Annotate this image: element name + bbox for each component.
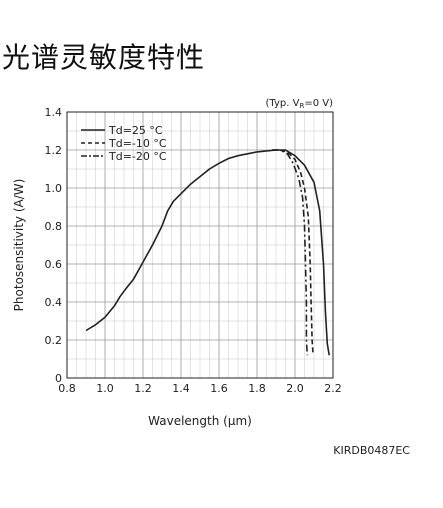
x-tick-label: 1.4 (172, 382, 190, 395)
legend: Td=25 °CTd=-10 °CTd=-20 °C (81, 124, 167, 163)
x-tick-label: 1.2 (134, 382, 152, 395)
y-tick-label: 0.8 (45, 220, 63, 233)
legend-label: Td=25 °C (108, 124, 163, 137)
x-tick-label: 1.0 (96, 382, 114, 395)
y-axis-label: Photosensitivity (A/W) (12, 179, 26, 312)
x-tick-label: 1.6 (210, 382, 228, 395)
series-line-0 (85, 149, 330, 356)
x-tick-label: 2.2 (324, 382, 342, 395)
y-tick-label: 1.4 (45, 106, 63, 119)
x-tick-label: 2.0 (286, 382, 304, 395)
y-tick-label: 1.2 (45, 144, 63, 157)
figure-code: KIRDB0487EC (333, 444, 410, 457)
y-tick-label: 1.0 (45, 182, 63, 195)
axis-ticks: 0.8 1.0 1.2 1.4 1.6 1.8 2.0 2.2 0 0.2 0.4 0.6 0.8 1.0… (45, 106, 342, 395)
plot-frame (66, 111, 334, 379)
x-tick-label: 1.8 (248, 382, 266, 395)
x-tick-label: 0.8 (58, 382, 76, 395)
series-line-2 (272, 149, 309, 356)
page-title: 光谱灵敏度特性 (2, 41, 206, 74)
series-line-1 (272, 149, 314, 356)
y-tick-label: 0.4 (45, 296, 63, 309)
series-lines (85, 149, 330, 356)
x-axis-label: Wavelength (μm) (148, 414, 252, 428)
y-tick-label: 0.2 (45, 334, 63, 347)
condition-label: (Typ. VR=0 V) (266, 98, 334, 110)
legend-label: Td=-20 °C (108, 150, 167, 163)
chart-grid (67, 112, 333, 378)
y-tick-label: 0 (55, 372, 62, 385)
legend-label: Td=-10 °C (108, 137, 167, 150)
y-tick-label: 0.6 (45, 258, 63, 271)
